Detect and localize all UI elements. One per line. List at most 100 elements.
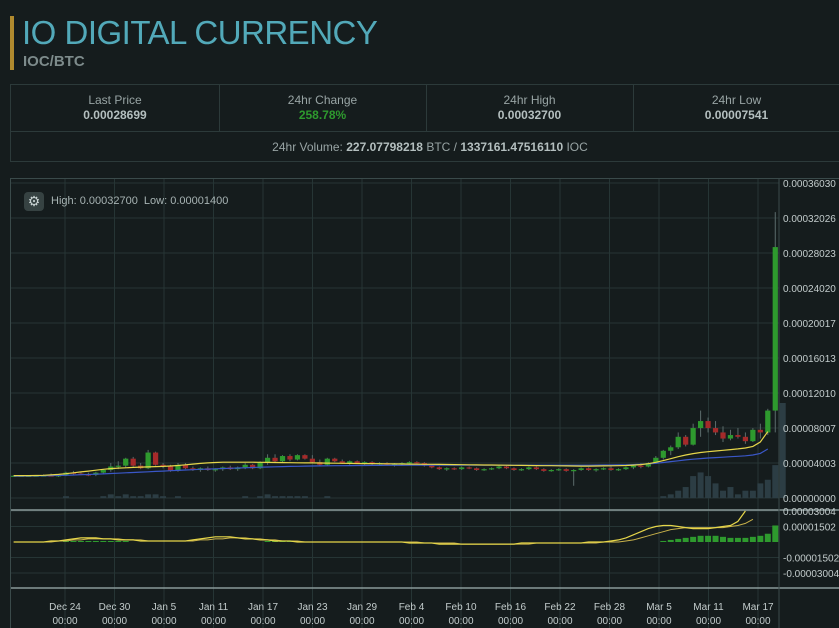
stat-24hr-low: 24hr Low 0.00007541 (633, 85, 839, 131)
candle-body (578, 468, 584, 471)
candle-body (279, 456, 286, 462)
stat-value: 258.78% (298, 108, 347, 122)
time-axis-label: Feb 28 (594, 602, 626, 613)
time-axis-label: Mar 11 (693, 602, 724, 613)
price-axis-label: 0.00036030 (783, 179, 836, 190)
time-axis-sublabel: 00:00 (498, 616, 523, 627)
volume-bar (100, 496, 107, 498)
candle-body (653, 457, 659, 464)
candle-body (503, 466, 510, 469)
candle-body (242, 464, 248, 468)
candle-body (735, 435, 741, 437)
volume-bar (301, 496, 308, 498)
title-accent-bar (10, 16, 14, 70)
chart-low: Low: 0.00001400 (143, 195, 229, 207)
pair-label: IOC/BTC (23, 53, 85, 70)
stat-value: 0.00028699 (83, 108, 147, 122)
time-axis-label: Feb 22 (544, 602, 576, 613)
candle-body (474, 468, 480, 471)
candle-body (645, 463, 651, 467)
candle-body (720, 432, 726, 439)
macd-histogram-bar (660, 540, 667, 542)
candle-body (518, 469, 525, 471)
indicator-axis-label: 0.00001502 (783, 523, 836, 534)
candle-body (287, 456, 293, 460)
price-axis-label: 0.00028023 (783, 249, 836, 260)
candle-body (406, 462, 413, 464)
candle-body (638, 465, 644, 467)
time-axis-label: Dec 24 (49, 602, 81, 613)
gear-icon[interactable]: ⚙ (24, 192, 44, 211)
candle-body (145, 452, 151, 469)
time-axis-label: Jan 23 (297, 602, 327, 613)
time-axis-sublabel: 00:00 (696, 616, 721, 627)
macd-histogram-bar (85, 540, 92, 542)
candle-body (444, 468, 450, 470)
candle-body (324, 458, 330, 465)
stat-24hr-change: 24hr Change 258.78% (219, 85, 427, 131)
volume-bar (712, 483, 719, 498)
candle-body (257, 462, 263, 469)
price-axis-label: 0.00020017 (783, 319, 836, 330)
candle-body (772, 247, 778, 411)
time-axis-label: Dec 30 (99, 602, 131, 613)
candle-body (414, 462, 420, 464)
candle-body (339, 461, 345, 464)
stat-value: 0.00032700 (497, 108, 562, 122)
volume-bar (675, 490, 682, 498)
candles (11, 212, 778, 486)
candle-body (250, 464, 256, 469)
volume-bar (257, 496, 264, 498)
volume-bar (742, 490, 749, 498)
macd-indicator (13, 510, 779, 545)
candle-body (182, 464, 189, 469)
macd-histogram-bar (727, 537, 734, 542)
volume-bar (107, 494, 114, 498)
candle-body (690, 428, 696, 445)
price-axis-label: 0.00004003 (783, 459, 836, 470)
volume-bar (324, 496, 331, 498)
price-axis-label: 0.00032026 (783, 214, 836, 225)
volume-bar (242, 496, 249, 498)
candle-body (556, 469, 562, 471)
page-title: IO DIGITAL CURRENCY (22, 14, 378, 51)
candle-body (459, 467, 465, 470)
time-axis-label: Jan 5 (152, 602, 177, 613)
time-axis-sublabel: 00:00 (597, 616, 622, 627)
macd-histogram-bar (705, 535, 712, 542)
macd-histogram-bar (100, 540, 107, 542)
candle-body (526, 467, 532, 470)
candle-body (563, 469, 569, 471)
volume-ioc: 1337161.47516110 (460, 140, 564, 154)
price-chart[interactable]: 0.00036030 0.00032026 0.00028023 0.00024020… (0, 178, 839, 628)
time-axis-label: Mar 5 (646, 602, 672, 613)
time-axis-sublabel: 00:00 (399, 616, 424, 627)
volume-line: 24hr Volume: 227.07798218 BTC / 1337161.… (11, 132, 839, 162)
candle-body (362, 462, 368, 464)
macd-line (13, 510, 746, 545)
macd-histogram-bar (682, 537, 689, 542)
time-axis-sublabel: 00:00 (250, 616, 275, 627)
time-axis-label: Feb 16 (495, 602, 527, 613)
price-axis-label: 0.00008007 (783, 424, 836, 435)
macd-histogram-bar (667, 539, 674, 542)
candle-body (533, 467, 539, 470)
chart-high: High: 0.00032700 (51, 195, 138, 207)
time-axis-sublabel: 00:00 (102, 616, 127, 627)
candle-body (347, 461, 353, 464)
indicator-axis-label: 0.00003004 (783, 507, 836, 518)
price-axis-label: 0.00024020 (783, 284, 836, 295)
time-axis-label: Feb 10 (445, 602, 477, 613)
candle-body (496, 466, 502, 469)
volume-bar (286, 496, 293, 498)
candle-body (697, 421, 704, 429)
stat-value: 0.00007541 (704, 108, 769, 122)
volume-bar (779, 403, 786, 498)
indicator-axis-label: -0.00001502 (783, 554, 839, 565)
macd-histogram-bar (107, 540, 114, 542)
candle-body (548, 470, 554, 472)
volume-bar (160, 496, 167, 498)
candle-body (429, 465, 435, 468)
time-axis-sublabel: 00:00 (448, 616, 473, 627)
volume-bar (690, 476, 697, 498)
